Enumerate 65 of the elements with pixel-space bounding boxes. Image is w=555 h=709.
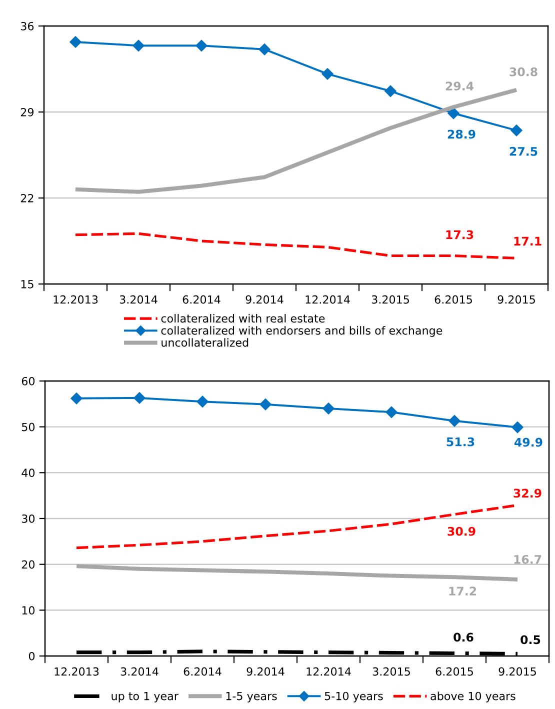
x-tick-label: 3.2015: [372, 667, 410, 676]
x-tick-label: 6.2014: [184, 667, 222, 676]
point: [196, 40, 208, 52]
point: [134, 392, 146, 404]
point: [70, 36, 82, 48]
point: [132, 40, 144, 52]
point: [386, 406, 398, 418]
point: [510, 124, 522, 136]
point: [322, 402, 334, 414]
data-label: 28.9: [448, 130, 476, 139]
y-tick-label: 60: [22, 376, 35, 386]
point: [258, 44, 270, 56]
y-tick-label: 22: [20, 194, 34, 202]
data-label: 30.9: [448, 526, 476, 536]
legend-label: above 10 years: [430, 692, 516, 702]
y-tick-label: 10: [22, 606, 35, 615]
data-label: 17.1: [514, 236, 542, 246]
legend-label: uncollateralized: [162, 338, 248, 347]
legend-label: 5-10 years: [324, 692, 383, 702]
legend-label: 1-5 years: [226, 692, 277, 702]
x-tick-label: 12.2014: [306, 295, 350, 304]
data-label: 32.9: [514, 488, 542, 498]
y-tick-label: 36: [20, 22, 34, 30]
x-tick-label: 3.2014: [120, 295, 158, 304]
x-tick-label: 9.2015: [498, 295, 535, 304]
data-label: 16.7: [514, 554, 542, 564]
x-tick-label: 12.2014: [306, 667, 351, 676]
x-tick-label: 3.2015: [372, 295, 409, 304]
x-tick-label: 6.2015: [434, 295, 472, 304]
legend-label: up to 1 year: [112, 692, 178, 702]
x-tick-label: 6.2015: [436, 667, 473, 676]
point: [260, 398, 272, 410]
y-tick-label: 29: [20, 108, 34, 116]
legend-label: collateralized with real estate: [161, 314, 325, 323]
data-label: 17.2: [449, 586, 476, 596]
data-label: 27.5: [510, 146, 538, 156]
point: [448, 107, 460, 120]
x-tick-label: 12.2013: [54, 667, 99, 676]
x-tick-label: 9.2014: [246, 295, 284, 304]
data-label: 0.6: [454, 632, 474, 642]
legend-label: collateralized with endorsers and bills of exchange: [161, 326, 442, 337]
y-tick-label: 15: [21, 280, 34, 288]
x-tick-label: 6.2014: [182, 295, 220, 304]
point: [196, 396, 208, 408]
y-tick-label: 30: [22, 514, 35, 523]
y-tick-label: 40: [22, 468, 35, 478]
point: [70, 392, 82, 404]
data-label: 0.5: [520, 635, 540, 644]
data-label: 17.3: [446, 230, 474, 240]
data-label: 29.4: [446, 82, 474, 91]
line-series: [74, 564, 520, 582]
data-label: 30.8: [510, 67, 538, 76]
point: [512, 421, 524, 434]
data-label: 49.9: [514, 438, 542, 447]
point: [384, 85, 396, 97]
y-tick-label: 0: [28, 652, 35, 660]
x-tick-label: 9.2015: [498, 667, 536, 676]
x-tick-label: 12.2013: [54, 295, 98, 304]
y-tick-label: 20: [22, 560, 35, 569]
x-tick-label: 3.2014: [120, 667, 158, 676]
point: [322, 68, 334, 80]
data-label: 51.3: [446, 437, 474, 446]
y-tick-label: 50: [22, 422, 35, 432]
point: [448, 415, 460, 427]
x-tick-label: 9.2014: [246, 667, 284, 676]
